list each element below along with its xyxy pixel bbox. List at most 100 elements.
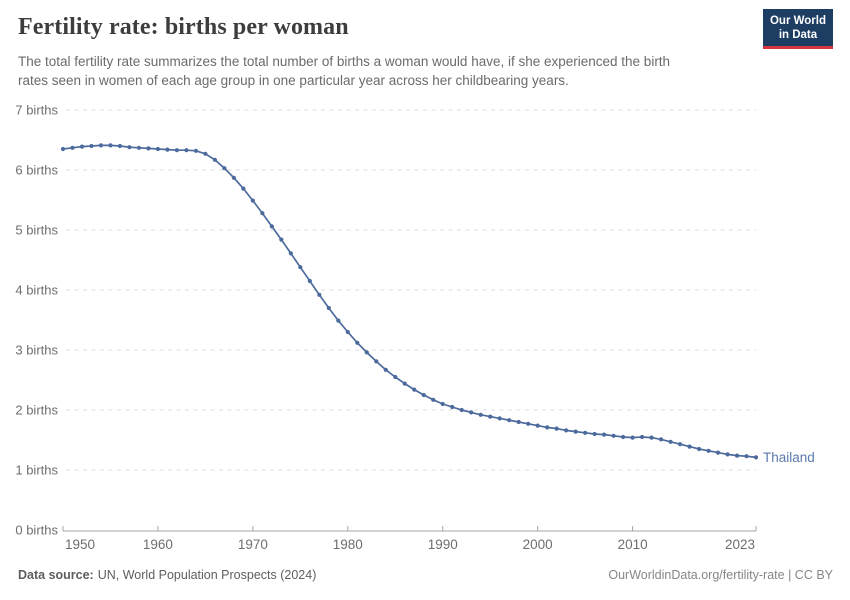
data-point[interactable] [345, 329, 350, 335]
data-point[interactable] [507, 418, 512, 423]
data-point[interactable] [355, 340, 360, 345]
data-point[interactable] [364, 350, 369, 355]
data-point[interactable] [649, 435, 654, 440]
data-point[interactable] [459, 407, 464, 413]
data-point[interactable] [658, 437, 664, 442]
data-point[interactable] [687, 444, 692, 449]
y-tick-label: 0 births [15, 523, 58, 538]
data-point[interactable] [184, 148, 189, 153]
chart-footer: Data source: UN, World Population Prospec… [18, 568, 833, 582]
data-point[interactable] [260, 211, 265, 216]
data-point[interactable] [70, 145, 75, 150]
x-tick-label: 1980 [333, 537, 363, 552]
data-point[interactable] [639, 434, 645, 440]
data-point[interactable] [545, 425, 550, 430]
data-point[interactable] [155, 146, 161, 152]
y-tick-label: 5 births [15, 223, 58, 238]
data-point[interactable] [193, 148, 199, 153]
data-point[interactable] [231, 175, 236, 180]
data-point[interactable] [402, 381, 407, 386]
data-point[interactable] [469, 410, 474, 415]
data-point[interactable] [706, 448, 711, 453]
data-source-text: UN, World Population Prospects (2024) [97, 568, 317, 582]
x-tick-label: 1960 [143, 537, 173, 552]
data-point[interactable] [412, 387, 417, 392]
data-point[interactable] [298, 265, 303, 270]
data-point[interactable] [478, 412, 483, 417]
data-point[interactable] [526, 421, 531, 426]
data-point[interactable] [117, 143, 123, 149]
data-point[interactable] [165, 147, 170, 152]
x-tick-label: 1950 [65, 537, 95, 552]
data-point[interactable] [440, 401, 445, 407]
x-tick-label: 1990 [428, 537, 458, 552]
data-point[interactable] [450, 404, 455, 410]
x-tick-label: 2010 [618, 537, 648, 552]
fertility-line-thailand[interactable] [62, 144, 757, 459]
data-point[interactable] [516, 419, 521, 425]
data-point[interactable] [592, 431, 597, 437]
data-point[interactable] [317, 292, 322, 297]
data-point[interactable] [326, 305, 331, 311]
data-point[interactable] [725, 452, 730, 457]
data-point[interactable] [744, 454, 749, 459]
data-point[interactable] [421, 392, 426, 398]
data-point[interactable] [79, 144, 85, 149]
data-point[interactable] [127, 145, 132, 150]
data-point[interactable] [146, 146, 151, 151]
data-point[interactable] [383, 367, 388, 372]
data-point[interactable] [250, 198, 255, 203]
data-point[interactable] [269, 224, 274, 229]
data-point[interactable] [488, 414, 493, 419]
owid-logo-line1: Our World [769, 15, 826, 27]
data-point[interactable] [620, 434, 626, 440]
y-tick-label: 1 births [15, 463, 58, 478]
data-point[interactable] [554, 426, 559, 431]
data-point[interactable] [307, 278, 312, 284]
data-point[interactable] [222, 166, 227, 171]
data-point[interactable] [564, 428, 569, 433]
entity-label-thailand[interactable]: Thailand [763, 450, 815, 465]
x-tick-label: 1970 [238, 537, 268, 552]
data-point[interactable] [60, 146, 66, 152]
data-point[interactable] [602, 432, 607, 437]
data-point[interactable] [583, 430, 588, 435]
data-point[interactable] [630, 435, 635, 440]
y-tick-label: 3 births [15, 343, 58, 358]
data-point[interactable] [393, 374, 398, 380]
data-point[interactable] [677, 442, 683, 447]
data-point[interactable] [611, 433, 616, 438]
attribution-note: OurWorldinData.org/fertility-rate | CC B… [608, 568, 833, 582]
data-point[interactable] [136, 145, 142, 150]
data-point[interactable] [431, 397, 436, 402]
data-source-label: Data source: [18, 568, 94, 582]
data-point[interactable] [374, 359, 379, 364]
owid-logo[interactable]: Our World in Data [762, 9, 833, 49]
subtitle-line-2: rates seen in women of each age group in… [18, 73, 569, 88]
chart-subtitle: The total fertility rate summarizes the … [18, 52, 758, 90]
data-point[interactable] [753, 455, 759, 460]
data-point[interactable] [108, 143, 113, 148]
data-point[interactable] [241, 186, 246, 191]
data-point[interactable] [715, 450, 721, 455]
footer-divider: | [784, 568, 795, 582]
data-point[interactable] [174, 148, 180, 153]
data-point[interactable] [98, 143, 104, 148]
data-point[interactable] [535, 423, 540, 428]
data-point[interactable] [288, 251, 293, 256]
data-point[interactable] [573, 429, 578, 434]
data-point[interactable] [668, 439, 673, 444]
data-source-note: Data source: UN, World Population Prospec… [18, 568, 316, 582]
data-point[interactable] [212, 157, 217, 162]
license-label: CC BY [794, 568, 833, 582]
data-point[interactable] [279, 237, 284, 242]
data-point[interactable] [336, 318, 341, 323]
data-point[interactable] [203, 151, 208, 156]
data-point[interactable] [696, 446, 702, 452]
data-point[interactable] [497, 416, 502, 421]
data-point[interactable] [734, 453, 740, 458]
data-point[interactable] [89, 143, 94, 149]
owid-url-link[interactable]: OurWorldinData.org/fertility-rate [608, 568, 785, 582]
